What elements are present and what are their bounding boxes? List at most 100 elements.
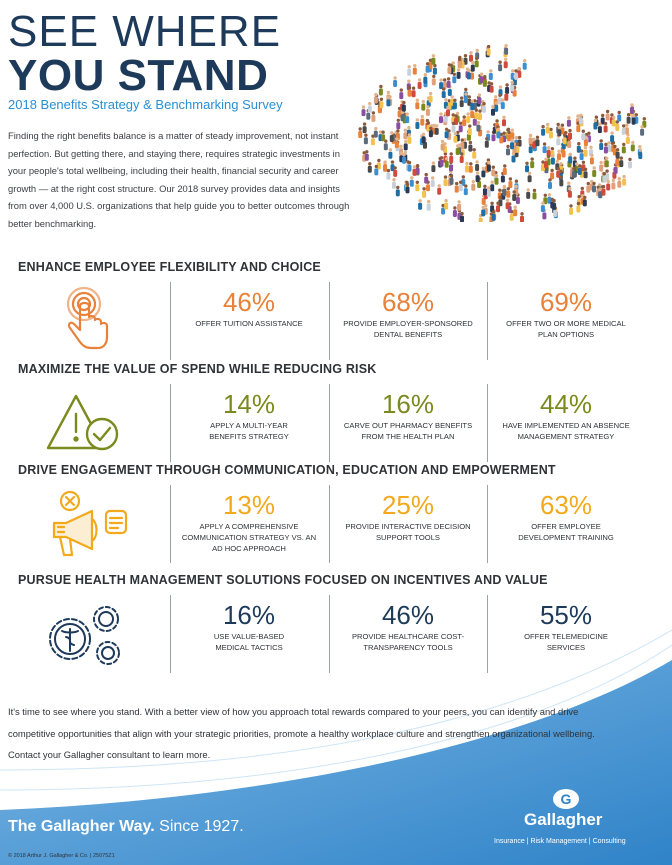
crowd-person (491, 108, 495, 116)
crowd-person (498, 199, 503, 207)
stat-label: HAVE IMPLEMENTED AN ABSENCE MANAGEMENT S… (502, 421, 630, 441)
crowd-person (589, 157, 594, 165)
crowd-person-head (407, 125, 411, 130)
section-row-engagement: 13% APPLY A COMPREHENSIVE COMMUNICATION … (0, 485, 672, 565)
crowd-person-head (386, 168, 391, 173)
crowd-person-head (541, 201, 545, 205)
crowd-person-head (546, 146, 551, 150)
crowd-person (506, 190, 511, 198)
crowd-person-head (628, 157, 632, 162)
crowd-person (502, 119, 506, 127)
closing-paragraph: It's time to see where you stand. With a… (8, 706, 595, 760)
crowd-person-head (631, 114, 636, 118)
crowd-person-head (453, 132, 458, 136)
crowd-person (383, 164, 388, 172)
crowd-person-head (559, 162, 563, 166)
crowd-person-head (514, 184, 518, 189)
crowd-person-head (590, 153, 594, 158)
crowd-person (511, 155, 516, 163)
crowd-person (512, 89, 517, 97)
crowd-person (638, 152, 643, 159)
stat-value: 55% (539, 600, 593, 630)
crowd-person-head (568, 128, 572, 133)
crowd-person-head (568, 152, 572, 156)
crowd-person (625, 137, 630, 144)
crowd-person-head (510, 128, 514, 132)
crowd-person (431, 57, 436, 65)
crowd-person (475, 164, 480, 171)
crowd-person (422, 190, 427, 198)
crowd-person (457, 203, 462, 211)
crowd-person-head (572, 167, 576, 171)
crowd-person (424, 176, 429, 184)
crowd-person-head (402, 100, 406, 105)
crowd-person-head (390, 160, 395, 164)
crowd-person-head (459, 121, 463, 126)
crowd-person-head (463, 138, 467, 142)
stat-decision-tools: 25% PROVIDE INTERACTIVE DECISION SUPPORT… (333, 491, 483, 543)
stat-value-based: 16% USE VALUE-BASED MEDICAL TACTICS (174, 601, 324, 653)
crowd-person (393, 80, 398, 87)
crowd-person (615, 158, 620, 166)
crowd-person (366, 112, 371, 120)
crowd-person-head (463, 54, 468, 58)
crowd-person (522, 62, 527, 70)
crowd-person-head (512, 190, 516, 194)
crowd-person-head (575, 162, 579, 166)
crowd-person-head (446, 105, 450, 110)
crowd-person (439, 159, 444, 167)
crowd-person (394, 141, 399, 149)
crowd-person-head (541, 125, 545, 129)
crowd-person-head (496, 201, 500, 205)
crowd-person (507, 134, 512, 142)
crowd-person-head (443, 175, 448, 179)
crowd-person-head (490, 201, 494, 205)
crowd-person-head (481, 166, 486, 171)
crowd-person-head (638, 145, 642, 149)
crowd-person-head (491, 165, 495, 169)
crowd-person (486, 48, 491, 56)
crowd-person (499, 136, 504, 144)
crowd-person (358, 131, 363, 138)
crowd-person (576, 145, 581, 153)
crowd-person (581, 133, 586, 141)
stat-label: CARVE OUT PHARMACY BENEFITS FROM THE HEA… (343, 421, 473, 441)
crowd-person (566, 119, 571, 127)
page-subtitle: 2018 Benefits Strategy & Benchmarking Su… (8, 97, 283, 112)
crowd-person-head (598, 122, 602, 126)
crowd-person (512, 194, 517, 201)
crowd-person (456, 71, 461, 79)
crowd-person-head (444, 198, 448, 203)
crowd-person-head (610, 131, 614, 135)
crowd-person-head (549, 127, 553, 132)
crowd-person (586, 185, 591, 193)
crowd-person-head (469, 51, 473, 55)
crowd-person-head (444, 98, 448, 102)
crowd-person-head (506, 127, 511, 131)
stat-label: OFFER EMPLOYEE DEVELOPMENT TRAINING (518, 522, 614, 542)
crowd-person-head (496, 127, 501, 132)
crowd-person (535, 139, 540, 147)
crowd-person-head (415, 180, 419, 184)
stat-value: 46% (381, 600, 435, 630)
crowd-person (452, 210, 457, 217)
crowd-person-head (368, 162, 372, 166)
crowd-person-head (495, 119, 499, 123)
stat-label: PROVIDE HEALTHCARE COST-TRANSPARENCY TOO… (351, 632, 465, 652)
crowd-person-head (460, 138, 464, 142)
crowd-person (373, 130, 378, 138)
crowd-person-head (483, 184, 487, 188)
crowd-person (446, 109, 450, 117)
megaphone-icon (52, 490, 128, 557)
crowd-person (603, 125, 608, 133)
crowd-person (624, 127, 629, 135)
crowd-person-head (544, 157, 548, 161)
crowd-person (486, 164, 491, 172)
crowd-person-head (607, 141, 611, 145)
section-title-engagement: DRIVE ENGAGEMENT THROUGH COMMUNICATION, … (18, 463, 556, 477)
crowd-person-head (395, 137, 399, 141)
crowd-person-head (402, 153, 406, 157)
crowd-person (515, 197, 520, 204)
crowd-person (490, 184, 495, 192)
crowd-person-head (486, 44, 491, 49)
